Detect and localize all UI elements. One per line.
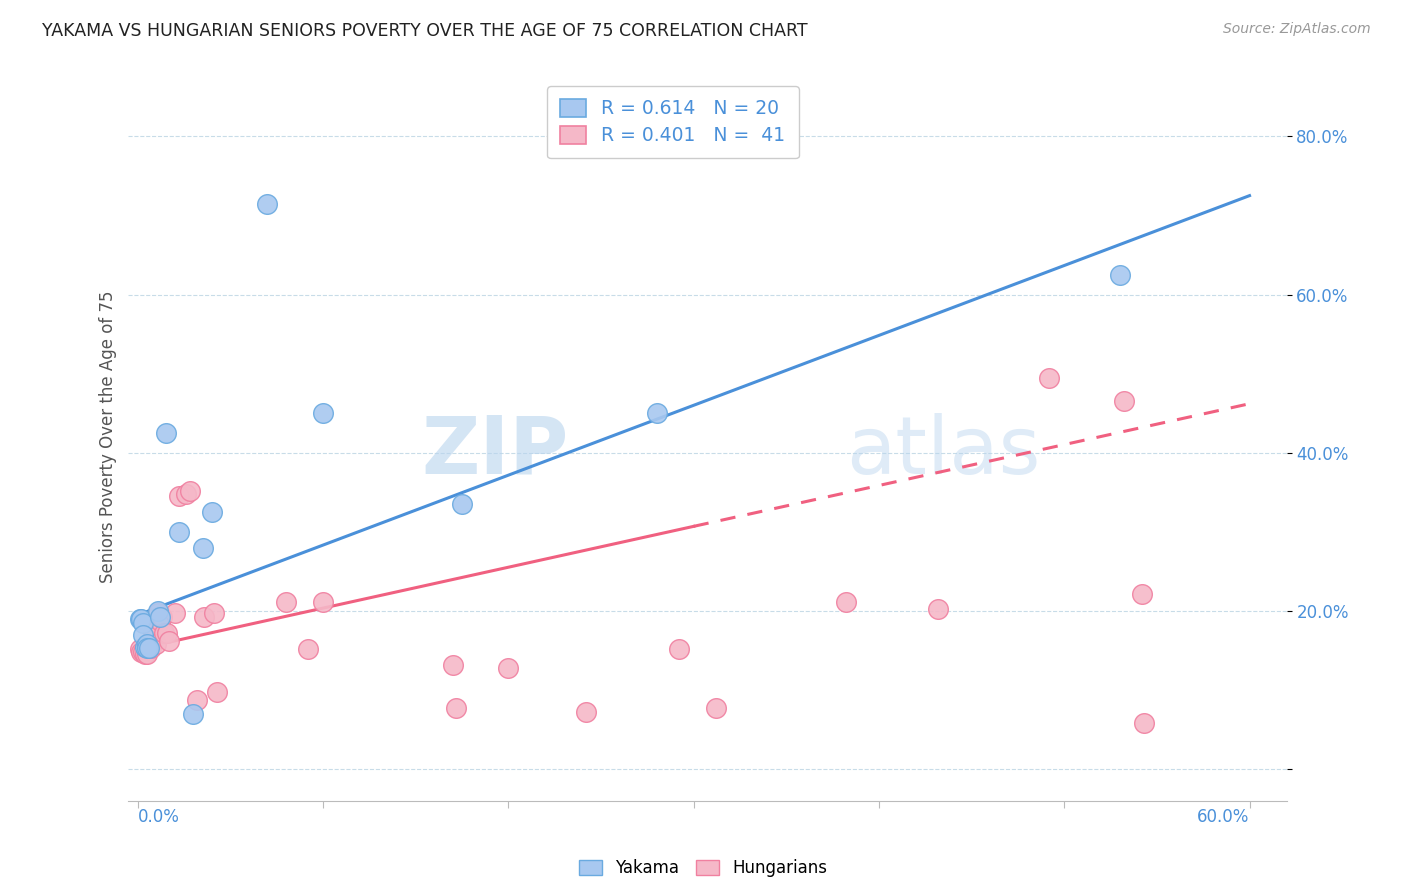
- Point: [668, 642, 690, 657]
- Point: [183, 706, 205, 721]
- Y-axis label: Seniors Poverty Over the Age of 75: Seniors Poverty Over the Age of 75: [100, 291, 117, 583]
- Point: [645, 406, 668, 420]
- Point: [128, 642, 150, 657]
- Point: [136, 637, 159, 651]
- Point: [193, 610, 215, 624]
- Point: [134, 640, 156, 654]
- Text: YAKAMA VS HUNGARIAN SENIORS POVERTY OVER THE AGE OF 75 CORRELATION CHART: YAKAMA VS HUNGARIAN SENIORS POVERTY OVER…: [42, 22, 808, 40]
- Point: [451, 497, 474, 511]
- Point: [1112, 394, 1135, 409]
- Point: [139, 641, 162, 656]
- Point: [132, 645, 155, 659]
- Point: [191, 541, 214, 555]
- Point: [136, 641, 159, 656]
- Point: [1108, 268, 1130, 282]
- Point: [163, 606, 186, 620]
- Point: [498, 661, 520, 675]
- Point: [256, 196, 278, 211]
- Point: [131, 612, 153, 626]
- Point: [155, 425, 177, 440]
- Point: [167, 489, 190, 503]
- Point: [138, 641, 160, 656]
- Point: [446, 700, 468, 714]
- Point: [138, 637, 160, 651]
- Point: [156, 626, 179, 640]
- Point: [142, 634, 165, 648]
- Point: [152, 626, 174, 640]
- Point: [1038, 370, 1060, 384]
- Text: 0.0%: 0.0%: [138, 808, 180, 826]
- Point: [157, 634, 180, 648]
- Point: [146, 604, 169, 618]
- Point: [834, 594, 856, 608]
- Point: [174, 487, 197, 501]
- Point: [207, 684, 229, 698]
- Point: [312, 406, 335, 420]
- Point: [927, 602, 949, 616]
- Text: atlas: atlas: [846, 412, 1040, 491]
- Point: [274, 594, 297, 608]
- Point: [132, 628, 155, 642]
- Legend: Yakama, Hungarians: Yakama, Hungarians: [572, 853, 834, 884]
- Point: [146, 606, 169, 620]
- Point: [149, 614, 172, 628]
- Text: ZIP: ZIP: [422, 412, 568, 491]
- Point: [145, 637, 167, 651]
- Point: [128, 612, 150, 626]
- Point: [136, 647, 159, 661]
- Point: [132, 615, 155, 630]
- Point: [202, 606, 225, 620]
- Point: [441, 657, 464, 672]
- Point: [575, 706, 598, 720]
- Point: [186, 692, 208, 706]
- Point: [150, 610, 173, 624]
- Point: [179, 483, 201, 498]
- Point: [142, 626, 165, 640]
- Point: [143, 629, 166, 643]
- Point: [312, 594, 335, 608]
- Point: [1133, 716, 1156, 731]
- Point: [201, 505, 224, 519]
- Point: [704, 700, 727, 714]
- Text: Source: ZipAtlas.com: Source: ZipAtlas.com: [1223, 22, 1371, 37]
- Point: [136, 641, 159, 656]
- Point: [1130, 586, 1153, 600]
- Point: [167, 524, 190, 539]
- Point: [134, 647, 156, 661]
- Point: [297, 642, 319, 657]
- Legend: R = 0.614   N = 20, R = 0.401   N =  41: R = 0.614 N = 20, R = 0.401 N = 41: [547, 86, 799, 159]
- Point: [131, 645, 153, 659]
- Point: [149, 610, 172, 624]
- Text: 60.0%: 60.0%: [1197, 808, 1250, 826]
